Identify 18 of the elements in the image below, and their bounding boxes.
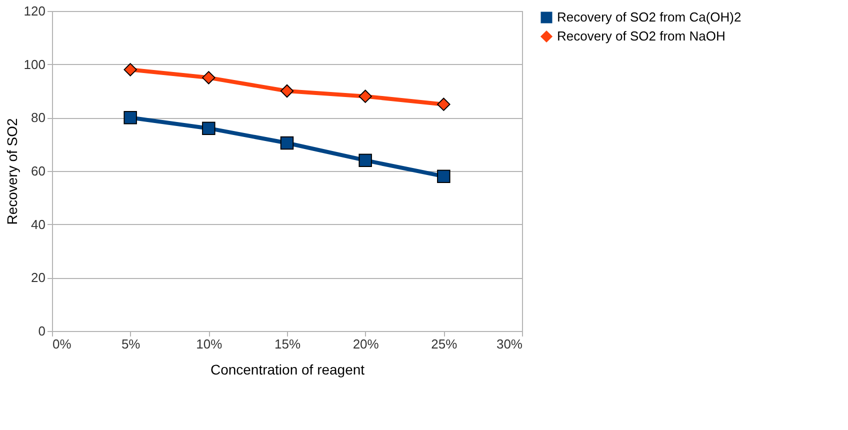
y-tick-label: 60 [31,164,46,178]
y-tick-label: 120 [24,4,46,18]
legend-label: Recovery of SO2 from NaOH [557,28,726,44]
y-tick-label: 80 [31,110,46,126]
x-tick-label: 25% [431,336,458,352]
x-tick-label: 5% [121,336,141,352]
x-tick-label: 20% [352,336,380,352]
y-tick-label: 40 [31,216,46,232]
y-tick-label: 100 [24,56,46,72]
x-axis-title: Concentration of reagent [210,362,365,378]
y-tick-label: 20 [31,270,46,286]
y-tick-label: 0 [38,324,46,338]
legend-label: Recovery of SO2 from Ca(OH)2 [557,10,742,24]
x-tick-label: 10% [196,336,223,352]
x-tick-label: 30% [496,336,523,352]
x-tick-label: 0% [52,336,72,352]
y-axis-title: Recovery of SO2 [4,118,20,225]
x-tick-label: 15% [274,336,301,352]
